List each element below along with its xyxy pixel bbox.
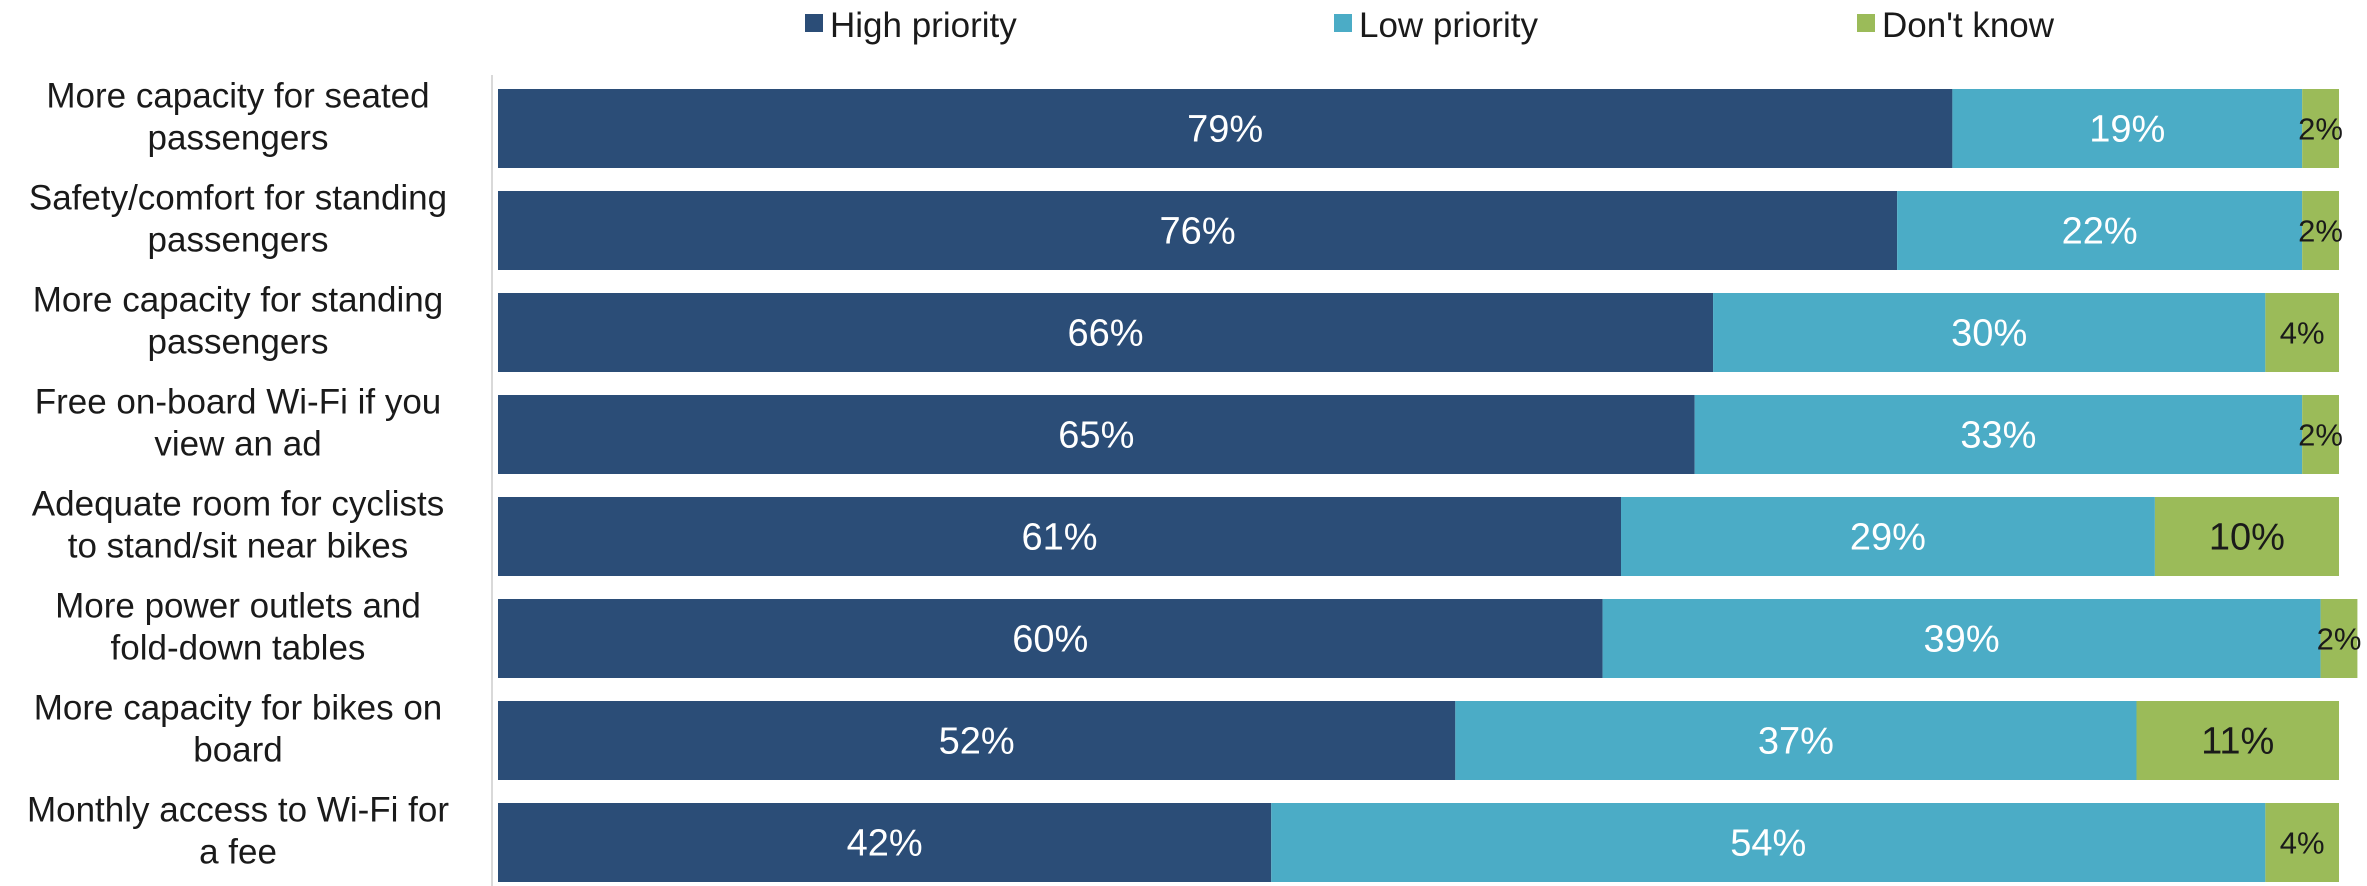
data-label: 61% xyxy=(1021,517,1097,559)
category-label: Monthly access to Wi-Fi for a fee xyxy=(27,791,449,872)
category-label-line: a fee xyxy=(199,833,277,872)
category-label-line: passengers xyxy=(148,323,329,362)
category-label-line: More capacity for seated xyxy=(46,77,429,116)
data-label: 39% xyxy=(1924,619,2000,661)
category-label: More capacity for bikes on board xyxy=(34,689,443,770)
data-label: 76% xyxy=(1160,211,1236,253)
bar-segment xyxy=(1621,497,2155,576)
bars xyxy=(498,89,2358,882)
category-label-line: More capacity for standing xyxy=(33,281,443,320)
bar-segment xyxy=(498,191,1898,270)
legend-swatch-2 xyxy=(1334,14,1352,32)
data-label: 2% xyxy=(2298,214,2343,249)
bar-segment xyxy=(498,701,1456,780)
data-label: 2% xyxy=(2317,622,2362,657)
category-label-line: board xyxy=(193,731,283,770)
legend-swatch-1 xyxy=(805,14,823,32)
category-label: Adequate room for cyclists to stand/sit n… xyxy=(32,485,444,566)
category-label-line: Monthly access to Wi-Fi for xyxy=(27,791,449,830)
bar-segment xyxy=(498,395,1695,474)
bar-segment xyxy=(2154,497,2339,576)
legend-swatch-3 xyxy=(1857,14,1875,32)
data-label: 30% xyxy=(1951,313,2027,355)
category-label-line: More power outlets and xyxy=(55,587,421,626)
bar-segment xyxy=(1952,89,2303,168)
data-label: 10% xyxy=(2209,517,2285,559)
category-label-line: Free on-board Wi-Fi if you xyxy=(35,383,442,422)
bar-segment xyxy=(498,599,1603,678)
data-label: 65% xyxy=(1058,415,1134,457)
data-label: 42% xyxy=(847,823,923,865)
data-label: 22% xyxy=(2062,211,2138,253)
category-label-line: passengers xyxy=(148,119,329,158)
data-label: 54% xyxy=(1730,823,1806,865)
data-label: 79% xyxy=(1187,109,1263,151)
bar-segment xyxy=(1897,191,2303,270)
bar-segment xyxy=(1713,293,2266,372)
legend: High priority Low priority Don't know xyxy=(805,6,2055,45)
bar-segment xyxy=(2136,701,2339,780)
category-label-line: Safety/comfort for standing xyxy=(29,179,447,218)
bar-segment xyxy=(498,293,1714,372)
bar-segment xyxy=(2320,599,2358,678)
data-label: 33% xyxy=(1960,415,2036,457)
category-label: More capacity for standing passengers xyxy=(33,281,443,362)
data-label: 2% xyxy=(2298,418,2343,453)
bar-segment xyxy=(1694,395,2303,474)
category-label-line: to stand/sit near bikes xyxy=(68,527,408,566)
data-label: 37% xyxy=(1758,721,1834,763)
data-label: 4% xyxy=(2280,826,2325,861)
data-label: 4% xyxy=(2280,316,2325,351)
legend-label-1: High priority xyxy=(830,6,1017,45)
category-label-line: fold-down tables xyxy=(111,629,366,668)
category-label: More power outlets and fold-down tables xyxy=(55,587,421,668)
bar-segment xyxy=(2265,803,2339,882)
bar-segment xyxy=(2302,89,2339,168)
bar-segment xyxy=(2265,293,2339,372)
data-label: 2% xyxy=(2298,112,2343,147)
category-label: Safety/comfort for standing passengers xyxy=(29,179,447,260)
data-label: 52% xyxy=(939,721,1015,763)
category-label-line: More capacity for bikes on xyxy=(34,689,443,728)
data-label: 19% xyxy=(2089,109,2165,151)
bar-segment xyxy=(1455,701,2137,780)
category-label: Free on-board Wi-Fi if you view an ad xyxy=(35,383,442,464)
value-labels: 79% 19% 2% 76% 22% 2% 66% 30% 4% 65% 33% 2% 61% 29% 10… xyxy=(847,109,2362,865)
legend-label-2: Low priority xyxy=(1359,6,1538,45)
bar-segment xyxy=(1602,599,2321,678)
bar-segment xyxy=(2302,395,2339,474)
category-labels: More capacity for seated passengersSafety… xyxy=(27,77,449,872)
data-label: 11% xyxy=(2201,721,2274,763)
category-label-line: view an ad xyxy=(154,425,321,464)
bar-segment xyxy=(2302,191,2339,270)
category-label-line: Adequate room for cyclists xyxy=(32,485,444,524)
bar-segment xyxy=(1271,803,2266,882)
data-label: 29% xyxy=(1850,517,1926,559)
bar-segment xyxy=(498,803,1272,882)
category-label-line: passengers xyxy=(148,221,329,260)
bar-segment xyxy=(498,497,1622,576)
data-label: 66% xyxy=(1067,313,1143,355)
category-label: More capacity for seated passengers xyxy=(46,77,429,158)
data-label: 60% xyxy=(1012,619,1088,661)
legend-label-3: Don't know xyxy=(1882,6,2055,45)
bar-segment xyxy=(498,89,1953,168)
